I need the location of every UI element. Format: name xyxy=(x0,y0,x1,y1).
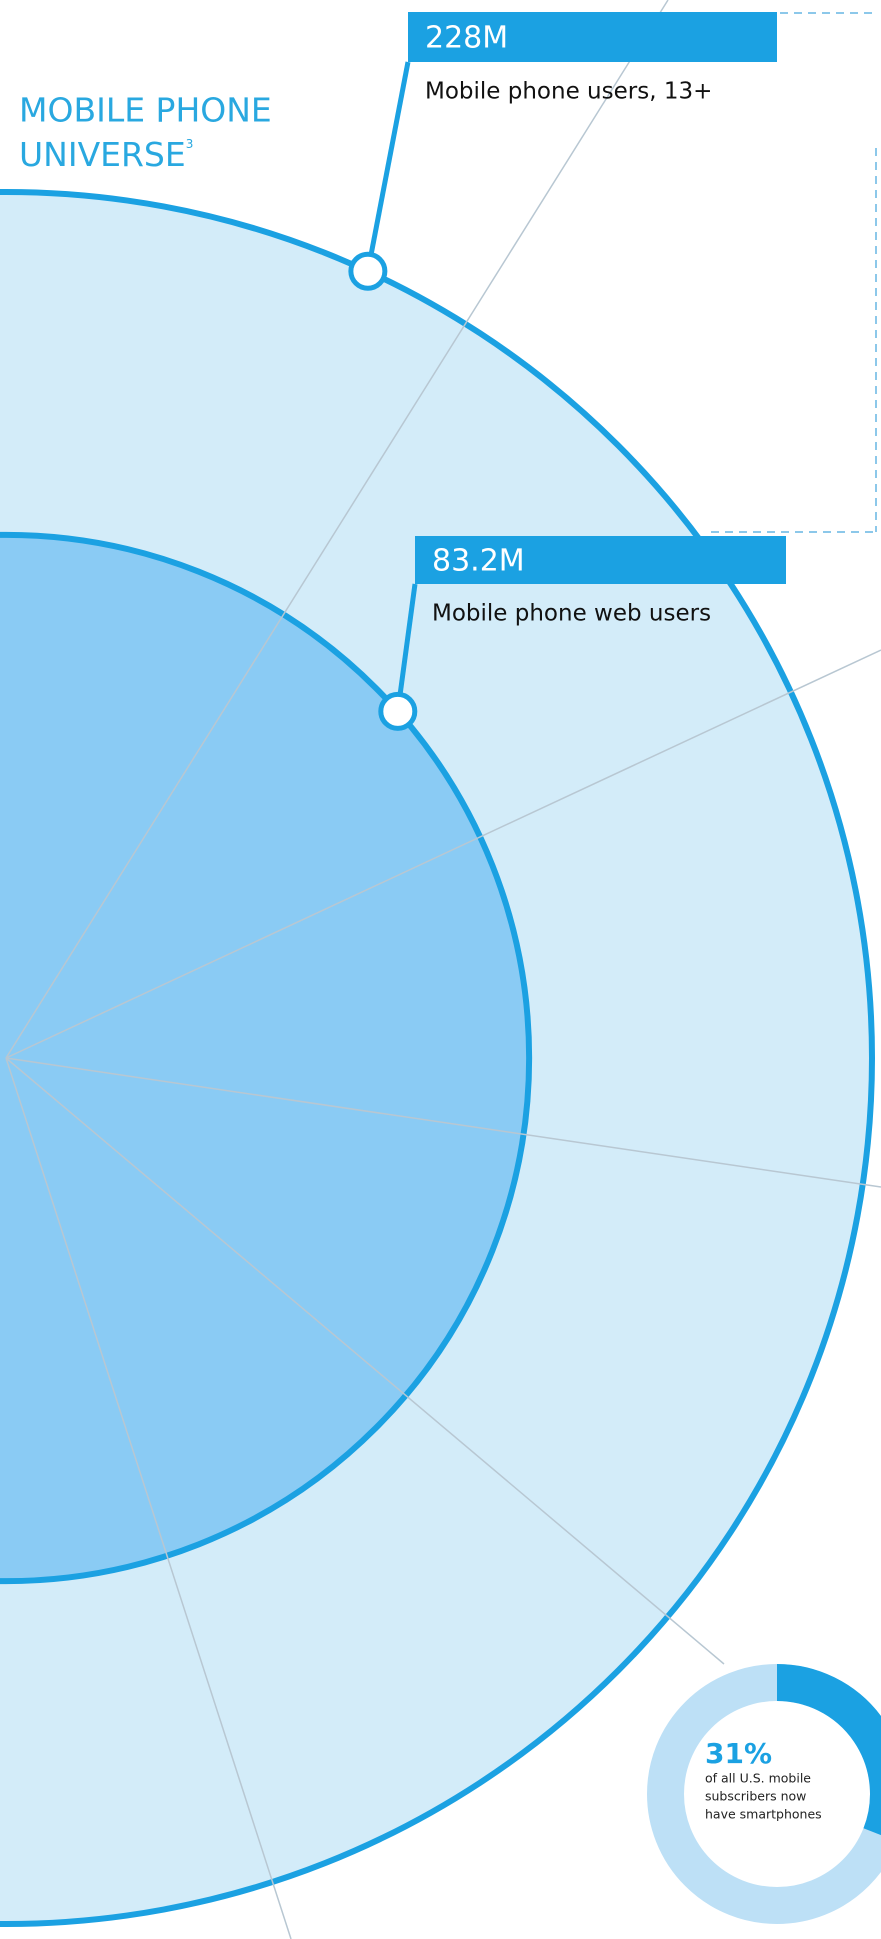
callout-value: 228M xyxy=(425,21,508,56)
callout-value: 83.2M xyxy=(432,544,525,579)
donut-text: subscribers now xyxy=(705,1789,806,1804)
title-line: UNIVERSE3 xyxy=(19,135,193,174)
connector xyxy=(395,583,418,712)
universe-circle xyxy=(0,532,532,1584)
radial-line xyxy=(5,1057,725,1665)
callout-dot xyxy=(378,691,418,731)
donut-value: 31% xyxy=(705,1737,772,1770)
radial-line xyxy=(5,1057,881,1188)
title-line: MOBILE PHONE xyxy=(19,91,272,130)
callout-box xyxy=(415,536,786,584)
donut-text: of all U.S. mobile xyxy=(705,1771,811,1786)
footnote-mark: 3 xyxy=(186,137,194,151)
callout-dot xyxy=(348,251,388,291)
radial-line xyxy=(5,1057,292,1939)
circles xyxy=(0,189,875,1927)
donut-arc xyxy=(776,1664,881,1836)
callout-box xyxy=(408,12,777,62)
callout-label: Mobile phone web users xyxy=(432,601,711,627)
donut-text: have smartphones xyxy=(705,1807,822,1822)
dashed-frame xyxy=(711,12,877,533)
radial-line xyxy=(5,0,669,1059)
title-text: UNIVERSE xyxy=(19,135,186,174)
donut: 31%of all U.S. mobile subscribers now have… xyxy=(643,1660,881,1928)
callout-label: Mobile phone users, 13+ xyxy=(425,79,712,105)
radial-line xyxy=(5,649,881,1059)
connector xyxy=(365,61,411,272)
callouts: 228M Mobile phone users, 13+ 83.2M Mobile p… xyxy=(348,12,786,731)
radial-lines xyxy=(5,0,881,1939)
